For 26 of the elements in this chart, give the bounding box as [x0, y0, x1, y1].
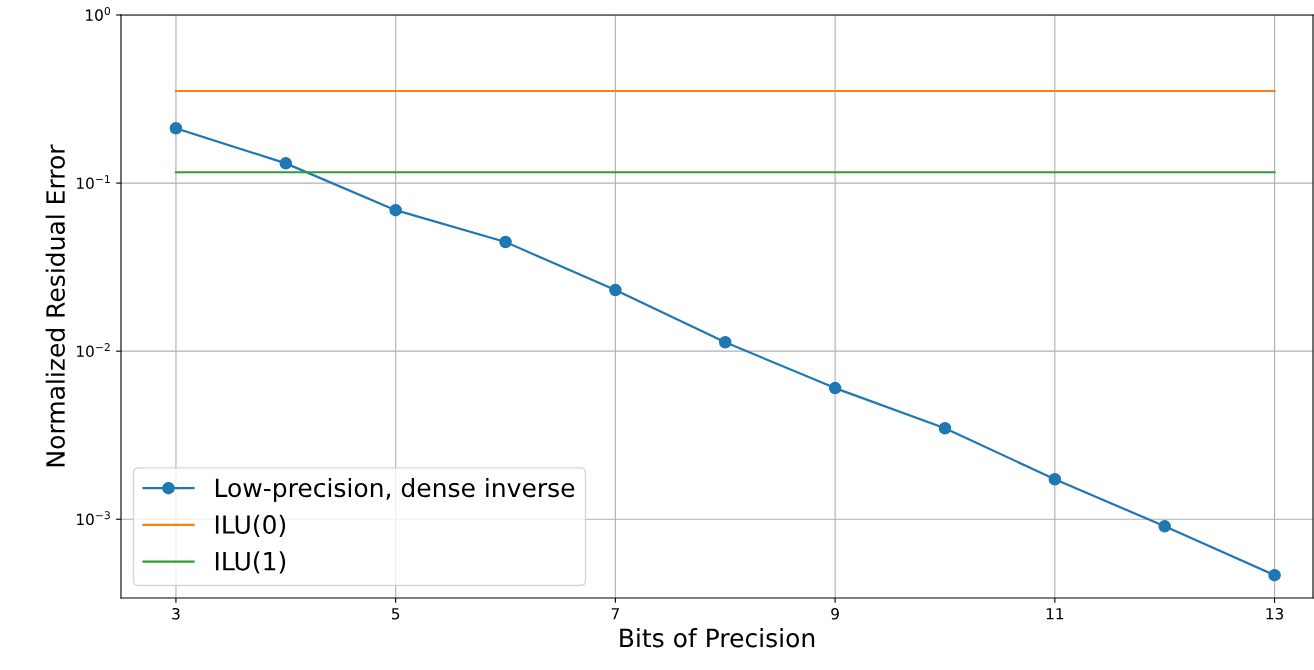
- x-tick-label: 11: [1046, 608, 1064, 620]
- x-tick-label: 9: [831, 607, 839, 620]
- point: [938, 421, 952, 435]
- point: [279, 157, 293, 170]
- legend-label: ILU(0): [215, 514, 286, 537]
- point: [828, 381, 842, 395]
- x-tick-label: 3: [172, 607, 180, 620]
- point: [499, 235, 512, 249]
- point: [609, 283, 622, 297]
- y-tick-label: 10$^{−1}$: [77, 175, 110, 189]
- legend-label: ILU(1): [215, 551, 286, 574]
- x-tick-label: 13: [1266, 607, 1284, 620]
- y-tick-label: 10$^{−3}$: [77, 511, 110, 526]
- point: [1268, 568, 1281, 582]
- point: [718, 335, 732, 349]
- point: [1048, 472, 1062, 486]
- point: [169, 121, 183, 135]
- y-tick-label: 10$^{0}$: [86, 6, 111, 21]
- x-tick-label: 7: [611, 608, 619, 620]
- x-tick-label: 5: [391, 608, 400, 620]
- x-axis-title: Bits of Precision: [620, 628, 815, 648]
- point: [389, 203, 402, 217]
- legend-label: Low-precision, dense inverse: [215, 477, 575, 503]
- point: [1158, 520, 1171, 533]
- y-tick-label: 10$^{−2}$: [77, 343, 110, 358]
- y-axis-title: Normalized Residual Error: [45, 144, 65, 467]
